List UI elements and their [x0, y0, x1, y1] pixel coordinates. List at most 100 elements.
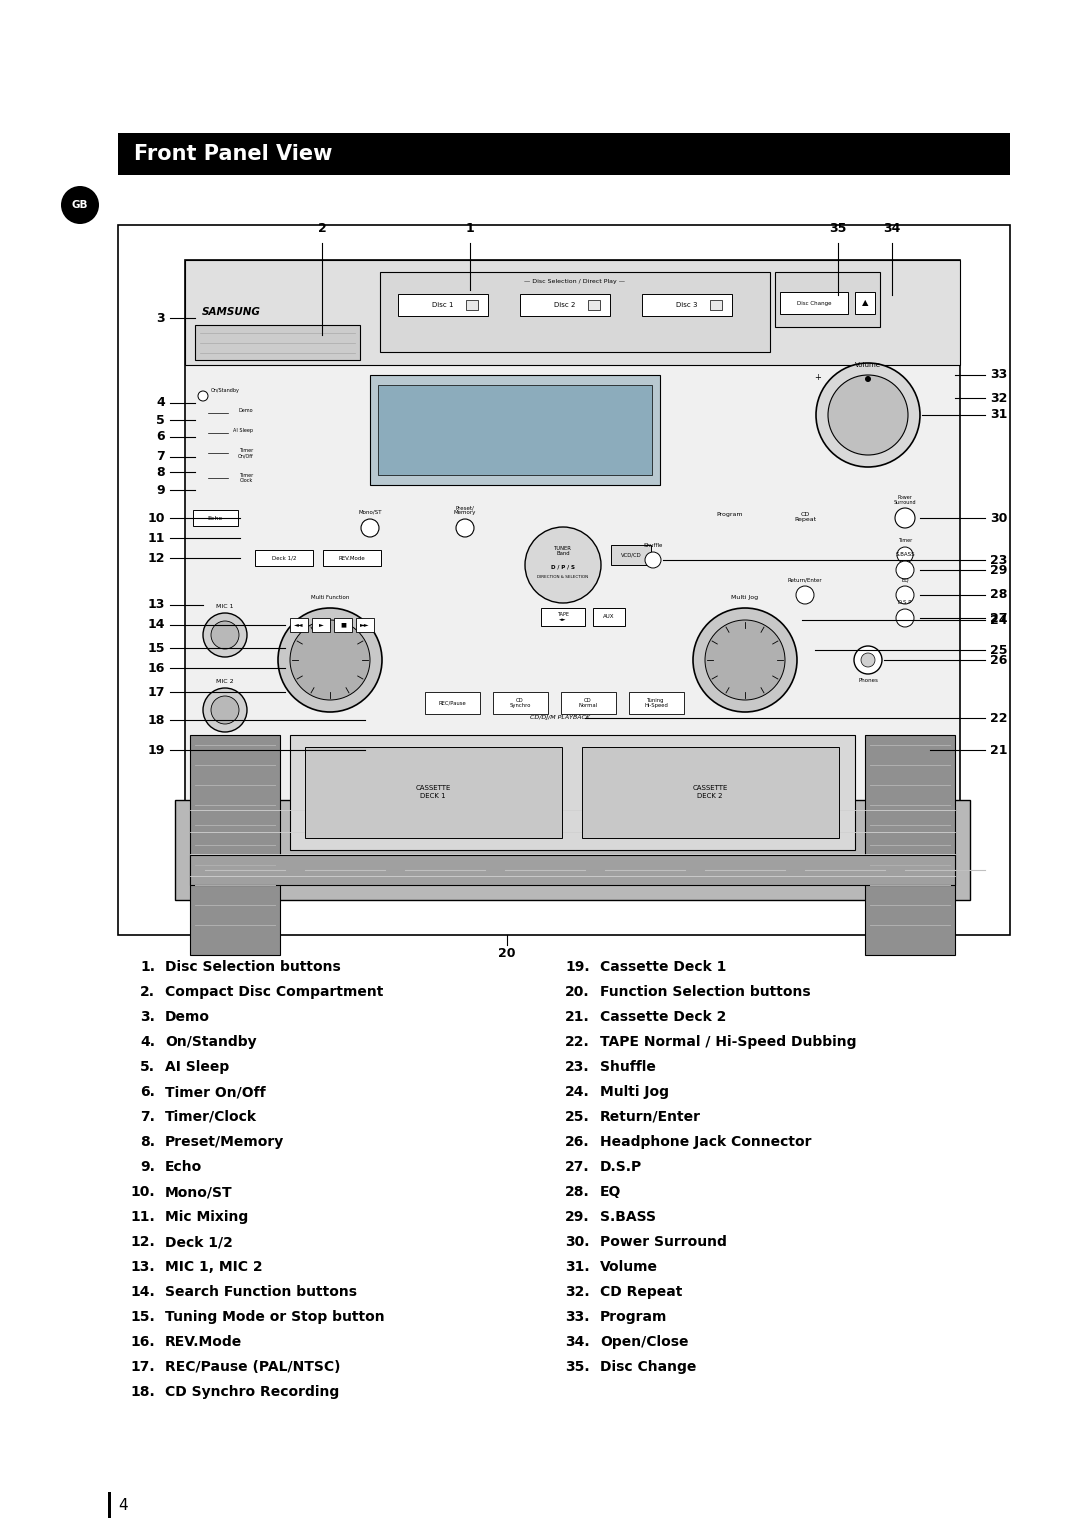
Bar	[710, 299, 723, 310]
Text: 16.: 16.	[131, 1335, 156, 1349]
Text: Echo: Echo	[165, 1160, 202, 1174]
Text: Disc 1: Disc 1	[432, 303, 454, 309]
Bar	[185, 260, 960, 900]
Text: CD/DJ/M PLAYBACK: CD/DJ/M PLAYBACK	[530, 715, 590, 721]
Bar	[185, 260, 960, 365]
Text: 35: 35	[829, 222, 847, 235]
Text: 30: 30	[990, 512, 1008, 524]
Text: Program: Program	[717, 512, 743, 516]
Text: 5: 5	[157, 414, 165, 426]
Text: 23.: 23.	[565, 1060, 590, 1074]
Text: 10.: 10.	[131, 1186, 156, 1199]
Text: ■: ■	[340, 622, 346, 628]
Text: Return/Enter: Return/Enter	[600, 1109, 701, 1125]
Text: 31: 31	[990, 408, 1008, 422]
Text: MIC 1: MIC 1	[216, 604, 233, 610]
Text: 26.: 26.	[565, 1135, 590, 1149]
Text: Demo: Demo	[165, 1010, 210, 1024]
Text: ▲: ▲	[862, 298, 868, 307]
Text: 18.: 18.	[131, 1384, 156, 1400]
Text: Timer
Clock: Timer Clock	[239, 474, 253, 483]
Text: Open/Close: Open/Close	[600, 1335, 689, 1349]
Text: D / P / S: D / P / S	[551, 564, 575, 570]
Text: Search Function buttons: Search Function buttons	[165, 1285, 357, 1299]
Bar	[190, 856, 955, 885]
Text: Cassette Deck 1: Cassette Deck 1	[600, 960, 727, 973]
Text: S.BASS: S.BASS	[600, 1210, 656, 1224]
Bar	[312, 617, 330, 633]
Text: Tuning
Hi-Speed: Tuning Hi-Speed	[644, 698, 667, 707]
Text: 7.: 7.	[140, 1109, 156, 1125]
Circle shape	[796, 587, 814, 604]
Text: 19.: 19.	[565, 960, 590, 973]
Text: 15.: 15.	[131, 1309, 156, 1323]
Text: MIC 2: MIC 2	[216, 678, 233, 685]
Text: 17.: 17.	[131, 1360, 156, 1374]
Text: Power
Surround: Power Surround	[893, 495, 916, 504]
Text: CD
Repeat: CD Repeat	[794, 512, 816, 523]
Text: 29.: 29.	[565, 1210, 590, 1224]
Text: 20.: 20.	[565, 986, 590, 999]
Circle shape	[861, 652, 875, 668]
Text: Volume: Volume	[855, 362, 881, 368]
Text: 13.: 13.	[131, 1261, 156, 1274]
Text: Demo: Demo	[239, 408, 253, 413]
Bar	[780, 292, 848, 313]
Text: AI Sleep: AI Sleep	[165, 1060, 229, 1074]
Text: 25: 25	[990, 643, 1008, 657]
Circle shape	[203, 688, 247, 732]
Bar	[193, 510, 238, 526]
Circle shape	[895, 507, 915, 529]
Text: CD Repeat: CD Repeat	[600, 1285, 683, 1299]
Text: 12: 12	[148, 552, 165, 564]
Text: 8.: 8.	[140, 1135, 156, 1149]
Text: 28: 28	[990, 588, 1008, 602]
Text: 22: 22	[990, 712, 1008, 724]
Text: REC/Pause (PAL/NTSC): REC/Pause (PAL/NTSC)	[165, 1360, 340, 1374]
Text: 10: 10	[148, 512, 165, 524]
Text: 31.: 31.	[565, 1261, 590, 1274]
Text: 33: 33	[990, 368, 1008, 382]
Circle shape	[865, 376, 870, 382]
Text: 33.: 33.	[566, 1309, 590, 1323]
Text: 9: 9	[157, 483, 165, 497]
Text: Front Panel View: Front Panel View	[134, 144, 333, 163]
Text: 22.: 22.	[565, 1034, 590, 1050]
Bar	[323, 550, 381, 565]
Circle shape	[211, 695, 239, 724]
Text: Multi Jog: Multi Jog	[600, 1085, 669, 1099]
Circle shape	[60, 186, 99, 225]
Text: S.BASS: S.BASS	[895, 552, 915, 558]
Text: Multi Jog: Multi Jog	[731, 594, 758, 601]
Text: 25.: 25.	[565, 1109, 590, 1125]
Text: Preset/
Memory: Preset/ Memory	[454, 504, 476, 515]
Text: Function Selection buttons: Function Selection buttons	[600, 986, 811, 999]
Text: 4.: 4.	[140, 1034, 156, 1050]
Circle shape	[456, 520, 474, 536]
Text: Shuffle: Shuffle	[644, 542, 663, 549]
Circle shape	[525, 527, 600, 604]
Text: 26: 26	[990, 654, 1008, 666]
Text: Timer
On/Off: Timer On/Off	[238, 448, 253, 458]
Bar	[190, 735, 280, 955]
Circle shape	[198, 391, 208, 400]
Text: DIRECTION & SELECTION: DIRECTION & SELECTION	[538, 575, 589, 579]
Text: 18: 18	[148, 714, 165, 726]
Text: 30.: 30.	[566, 1235, 590, 1248]
Text: ►: ►	[319, 622, 323, 628]
Circle shape	[816, 364, 920, 468]
Text: Disc Change: Disc Change	[797, 301, 832, 306]
Text: 35.: 35.	[565, 1360, 590, 1374]
Text: Power Surround: Power Surround	[600, 1235, 727, 1248]
Text: SAMSUNG: SAMSUNG	[202, 307, 261, 316]
Text: CD Synchro Recording: CD Synchro Recording	[165, 1384, 339, 1400]
Bar	[356, 617, 374, 633]
Text: Multi Function: Multi Function	[311, 594, 349, 601]
Bar	[108, 1491, 111, 1517]
Text: 14.: 14.	[131, 1285, 156, 1299]
Bar	[582, 747, 839, 837]
Text: Deck 1/2: Deck 1/2	[165, 1235, 233, 1248]
Text: ►►: ►►	[361, 622, 369, 628]
Text: On/Standby: On/Standby	[165, 1034, 257, 1050]
Circle shape	[211, 620, 239, 649]
